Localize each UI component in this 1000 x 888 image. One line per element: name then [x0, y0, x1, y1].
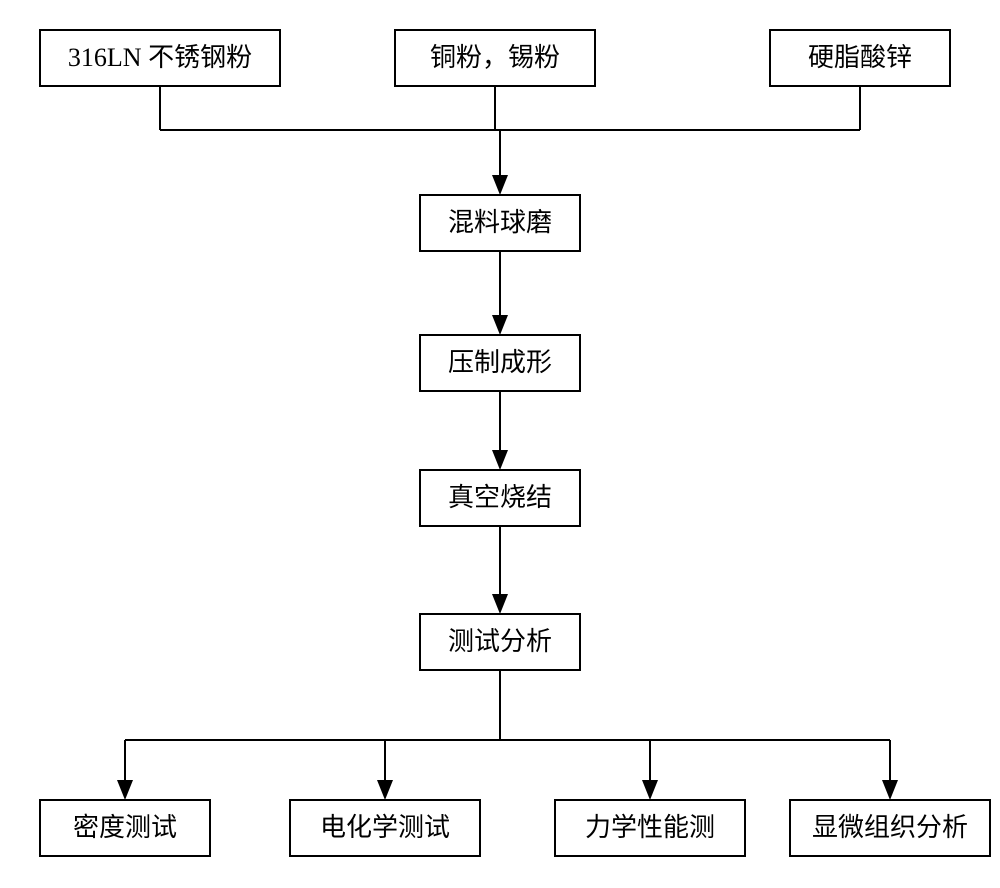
- node-test-label: 测试分析: [448, 627, 552, 656]
- node-in2-label: 铜粉，锡粉: [430, 43, 560, 72]
- node-o1-label: 密度测试: [73, 813, 177, 842]
- node-o4-label: 显微组织分析: [812, 813, 968, 842]
- node-in1-label: 316LN 不锈钢粉: [68, 43, 252, 72]
- node-press-label: 压制成形: [448, 348, 552, 377]
- node-o3-label: 力学性能测: [585, 813, 715, 842]
- node-mix-label: 混料球磨: [448, 208, 552, 237]
- node-sint-label: 真空烧结: [448, 483, 552, 512]
- node-in3-label: 硬脂酸锌: [808, 43, 912, 72]
- node-o2-label: 电化学测试: [320, 813, 450, 842]
